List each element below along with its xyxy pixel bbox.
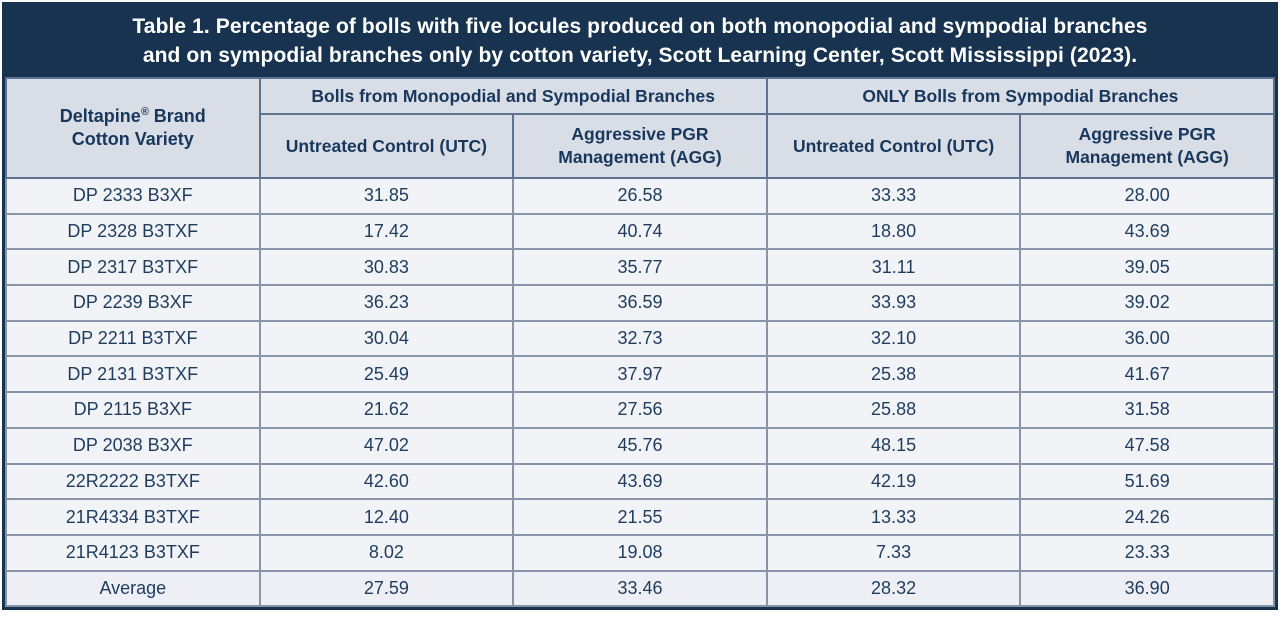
variety-cell: DP 2333 B3XF	[5, 177, 261, 215]
value-cell: 36.90	[1019, 569, 1275, 608]
value-cell: 37.97	[512, 355, 768, 394]
variety-cell: DP 2115 B3XF	[5, 391, 261, 429]
table-row: DP 2328 B3TXF 17.42 40.74 18.80 43.69	[5, 212, 1275, 251]
column-header-variety: Deltapine® Brand Cotton Variety	[5, 77, 261, 179]
value-cell: 27.59	[258, 569, 515, 608]
table-row: DP 2239 B3XF 36.23 36.59 33.93 39.02	[5, 284, 1275, 322]
value-cell: 25.88	[765, 391, 1022, 429]
value-cell: 32.73	[512, 319, 768, 358]
table-row: DP 2211 B3TXF 30.04 32.73 32.10 36.00	[5, 319, 1275, 358]
variety-cell: DP 2038 B3XF	[5, 426, 261, 465]
value-cell: 21.62	[258, 391, 515, 429]
table-row: 22R2222 B3TXF 42.60 43.69 42.19 51.69	[5, 462, 1275, 501]
value-cell: 42.19	[765, 462, 1022, 501]
table-body: DP 2333 B3XF 31.85 26.58 33.33 28.00 DP …	[5, 177, 1275, 608]
registered-trademark-symbol: ®	[140, 105, 149, 118]
table-title-bar: Table 1. Percentage of bolls with five l…	[5, 5, 1275, 77]
table-row: 21R4334 B3TXF 12.40 21.55 13.33 24.26	[5, 498, 1275, 536]
value-cell: 13.33	[765, 498, 1022, 536]
variety-cell: DP 2328 B3TXF	[5, 212, 261, 251]
value-cell: 33.33	[765, 177, 1022, 215]
value-cell: 25.38	[765, 355, 1022, 394]
variety-cell: 22R2222 B3TXF	[5, 462, 261, 501]
value-cell: 42.60	[258, 462, 515, 501]
table-header: Deltapine® Brand Cotton Variety Bolls fr…	[5, 77, 1276, 179]
value-cell: 25.49	[258, 355, 515, 394]
variety-cell: DP 2239 B3XF	[5, 284, 261, 322]
value-cell: 48.15	[765, 426, 1022, 465]
value-cell: 32.10	[765, 319, 1022, 358]
brand-name: Deltapine	[59, 105, 141, 126]
value-cell: 47.02	[258, 426, 515, 465]
column-group-monopodial-and-sympodial: Bolls from Monopodial and Sympodial Bran…	[258, 77, 768, 115]
value-cell: 31.11	[765, 248, 1022, 287]
variety-cell: 21R4123 B3TXF	[5, 533, 261, 572]
value-cell: 12.40	[258, 498, 515, 536]
value-cell: 28.32	[765, 569, 1022, 608]
value-cell: 43.69	[1019, 212, 1275, 251]
value-cell: 36.00	[1019, 319, 1275, 358]
value-cell: 19.08	[512, 533, 768, 572]
value-cell: 26.58	[512, 177, 768, 215]
value-cell: 30.04	[258, 319, 515, 358]
column-header-agg-monopodial: Aggressive PGR Management (AGG)	[512, 113, 768, 179]
table-title-line-1: Table 1. Percentage of bolls with five l…	[132, 15, 1148, 38]
value-cell: 33.46	[512, 569, 768, 608]
value-cell: 43.69	[512, 462, 768, 501]
table-row: DP 2317 B3TXF 30.83 35.77 31.11 39.05	[5, 248, 1275, 287]
value-cell: 51.69	[1019, 462, 1275, 501]
value-cell: 41.67	[1019, 355, 1275, 394]
value-cell: 17.42	[258, 212, 515, 251]
table-title-line-2: and on sympodial branches only by cotton…	[142, 44, 1138, 67]
value-cell: 8.02	[258, 533, 515, 572]
value-cell: 39.02	[1019, 284, 1275, 322]
value-cell: 40.74	[512, 212, 768, 251]
group-header-row: Deltapine® Brand Cotton Variety Bolls fr…	[5, 77, 1276, 179]
value-cell: 45.76	[512, 426, 768, 465]
variety-cell: 21R4334 B3TXF	[5, 498, 261, 536]
value-cell: 21.55	[512, 498, 768, 536]
table-row: 21R4123 B3TXF 8.02 19.08 7.33 23.33	[5, 533, 1275, 572]
brand-name-suffix: Brand	[148, 105, 206, 126]
variety-cell: DP 2317 B3TXF	[5, 248, 261, 287]
table-row: DP 2333 B3XF 31.85 26.58 33.33 28.00	[5, 177, 1275, 215]
value-cell: 27.56	[512, 391, 768, 429]
value-cell: 31.85	[258, 177, 515, 215]
value-cell: 7.33	[765, 533, 1022, 572]
value-cell: 28.00	[1019, 177, 1275, 215]
column-group-sympodial-only: ONLY Bolls from Sympodial Branches	[765, 77, 1276, 115]
column-header-variety-line2: Cotton Variety	[71, 129, 194, 149]
value-cell: 36.59	[512, 284, 768, 322]
value-cell: 33.93	[765, 284, 1022, 322]
value-cell: 31.58	[1019, 391, 1275, 429]
value-cell: 47.58	[1019, 426, 1275, 465]
variety-cell: Average	[5, 569, 261, 608]
value-cell: 18.80	[765, 212, 1022, 251]
value-cell: 24.26	[1019, 498, 1275, 536]
value-cell: 30.83	[258, 248, 515, 287]
column-header-utc-monopodial: Untreated Control (UTC)	[258, 113, 515, 179]
table-row: DP 2115 B3XF 21.62 27.56 25.88 31.58	[5, 391, 1275, 429]
sub-header-row: Untreated Control (UTC) Aggressive PGR M…	[6, 113, 1275, 179]
column-header-agg-sympodial: Aggressive PGR Management (AGG)	[1019, 113, 1275, 179]
column-header-utc-sympodial: Untreated Control (UTC)	[765, 113, 1022, 179]
value-cell: 35.77	[512, 248, 768, 287]
table-frame: Table 1. Percentage of bolls with five l…	[2, 2, 1278, 611]
variety-cell: DP 2131 B3TXF	[5, 355, 261, 394]
data-table: Deltapine® Brand Cotton Variety Bolls fr…	[5, 77, 1276, 608]
value-cell: 23.33	[1019, 533, 1275, 572]
table-row: DP 2131 B3TXF 25.49 37.97 25.38 41.67	[5, 355, 1275, 394]
table-row-average: Average 27.59 33.46 28.32 36.90	[5, 569, 1275, 608]
variety-cell: DP 2211 B3TXF	[5, 319, 261, 358]
value-cell: 39.05	[1019, 248, 1275, 287]
value-cell: 36.23	[258, 284, 515, 322]
table-row: DP 2038 B3XF 47.02 45.76 48.15 47.58	[5, 426, 1275, 465]
